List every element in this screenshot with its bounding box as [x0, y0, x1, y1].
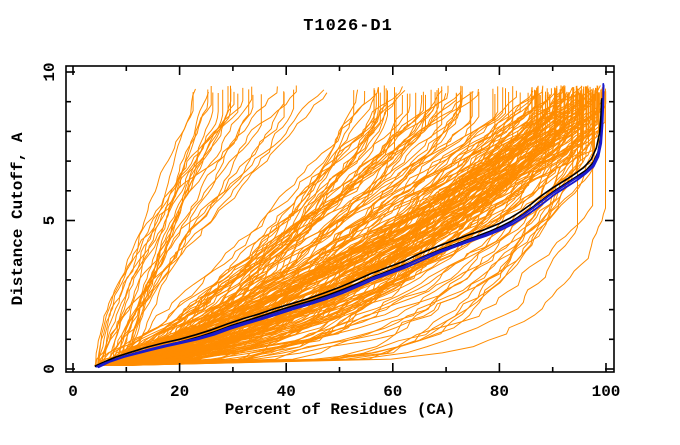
model-curve-orange	[122, 86, 591, 366]
orange-model-curves-layer	[94, 85, 607, 366]
model-curve-orange	[106, 85, 544, 366]
model-curve-orange	[111, 90, 582, 366]
model-curve-orange	[124, 88, 606, 366]
model-curve-orange	[118, 85, 297, 366]
model-curve-orange	[97, 95, 594, 366]
axes-frame-and-ticks-layer	[65, 65, 615, 373]
x-tick-label: 80	[490, 383, 509, 401]
highlight-black-1	[94, 99, 603, 367]
model-curve-orange	[110, 91, 473, 366]
model-curve-orange	[99, 94, 584, 366]
y-tick-label: 5	[41, 216, 59, 226]
model-curve-orange	[108, 91, 366, 366]
model-curve-orange	[116, 91, 579, 366]
model-curve-orange	[100, 89, 224, 366]
model-curve-orange	[98, 87, 575, 366]
highlighted-model-curves-layer	[94, 83, 605, 369]
model-curve-orange	[104, 87, 244, 366]
x-tick-label: 40	[277, 383, 296, 401]
model-curve-orange	[127, 86, 253, 366]
model-curve-orange	[96, 92, 381, 366]
model-curve-orange	[99, 94, 262, 366]
model-curve-orange	[95, 89, 596, 366]
model-curve-orange	[113, 88, 479, 366]
model-curve-orange	[97, 92, 194, 366]
model-curve-orange	[110, 90, 406, 366]
model-curve-orange	[126, 92, 214, 366]
model-curve-orange	[109, 86, 379, 366]
model-curve-orange	[105, 92, 588, 366]
model-curve-orange	[109, 91, 235, 366]
y-axis-label: Distance Cutoff, A	[9, 132, 27, 305]
model-curve-orange	[130, 88, 232, 366]
highlight-blue-1	[96, 83, 605, 368]
model-curve-orange	[126, 89, 535, 366]
x-tick-label: 100	[592, 383, 621, 401]
chart-title: T1026-D1	[303, 17, 393, 36]
model-curve-orange	[126, 93, 219, 366]
model-curve-orange	[113, 85, 565, 366]
model-curve-orange	[98, 89, 250, 366]
x-tick-label: 0	[68, 383, 78, 401]
model-curve-orange	[94, 92, 593, 366]
tick-labels-layer: 0 20 40 60 80 100 0 5 10	[41, 62, 620, 401]
highlight-blue-2	[97, 84, 605, 369]
model-curve-orange	[97, 92, 328, 366]
model-curve-orange	[106, 92, 436, 366]
model-curve-orange	[97, 90, 537, 366]
model-curve-orange	[122, 94, 537, 366]
model-curve-orange	[95, 95, 403, 366]
x-tick-label: 60	[383, 383, 402, 401]
y-tick-label: 0	[41, 364, 59, 374]
model-curve-orange	[127, 87, 395, 366]
model-curve-orange	[117, 91, 546, 366]
model-curve-orange	[130, 94, 254, 366]
model-curve-orange	[119, 92, 397, 366]
model-curve-orange	[116, 87, 379, 366]
model-curve-orange	[113, 91, 285, 366]
model-curve-orange	[102, 87, 538, 366]
model-curve-orange	[98, 89, 582, 366]
x-axis-label: Percent of Residues (CA)	[225, 401, 455, 419]
model-curve-orange	[125, 95, 546, 366]
model-curve-orange	[128, 87, 574, 366]
model-curve-orange	[94, 93, 239, 366]
model-curve-orange	[116, 93, 377, 366]
y-tick-label: 10	[41, 62, 59, 81]
x-tick-label: 20	[170, 383, 189, 401]
model-curve-orange	[115, 94, 548, 366]
model-curve-orange	[103, 89, 533, 366]
model-curve-orange	[105, 90, 534, 366]
